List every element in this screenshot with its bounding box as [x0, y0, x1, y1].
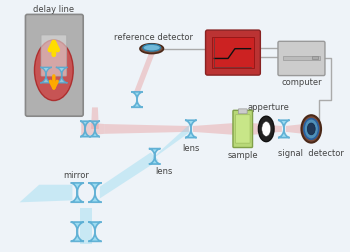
Text: lens: lens: [156, 167, 173, 175]
Polygon shape: [100, 153, 159, 199]
Polygon shape: [81, 122, 105, 136]
Ellipse shape: [301, 116, 321, 143]
FancyBboxPatch shape: [233, 111, 253, 148]
Ellipse shape: [140, 45, 163, 54]
Polygon shape: [134, 54, 155, 92]
Polygon shape: [90, 122, 100, 137]
Text: sample: sample: [228, 151, 258, 160]
Ellipse shape: [258, 117, 274, 142]
Polygon shape: [193, 123, 234, 135]
Ellipse shape: [307, 123, 315, 135]
Polygon shape: [91, 108, 99, 130]
Polygon shape: [71, 183, 84, 202]
Polygon shape: [88, 183, 102, 202]
Polygon shape: [149, 149, 160, 165]
Polygon shape: [278, 121, 290, 138]
Polygon shape: [56, 68, 68, 83]
Text: lens: lens: [182, 143, 199, 152]
FancyBboxPatch shape: [212, 38, 253, 69]
Polygon shape: [286, 124, 303, 134]
FancyBboxPatch shape: [278, 42, 325, 76]
Ellipse shape: [262, 122, 271, 137]
Polygon shape: [80, 122, 90, 137]
Text: computer: computer: [281, 78, 322, 87]
Polygon shape: [71, 222, 84, 241]
Ellipse shape: [34, 41, 73, 101]
Polygon shape: [268, 125, 282, 133]
FancyBboxPatch shape: [205, 31, 260, 76]
FancyBboxPatch shape: [26, 15, 83, 117]
Text: reference detector: reference detector: [114, 33, 193, 42]
Text: signal  detector: signal detector: [278, 148, 344, 157]
Polygon shape: [80, 208, 92, 244]
Polygon shape: [151, 125, 189, 161]
Polygon shape: [40, 68, 52, 83]
Text: apperture: apperture: [247, 103, 289, 112]
Text: mirror: mirror: [63, 170, 89, 179]
Polygon shape: [105, 124, 189, 134]
FancyBboxPatch shape: [236, 115, 250, 144]
FancyBboxPatch shape: [238, 109, 247, 114]
Polygon shape: [88, 222, 102, 241]
FancyBboxPatch shape: [41, 36, 66, 77]
Bar: [284, 56, 320, 61]
Polygon shape: [185, 121, 197, 138]
Polygon shape: [252, 123, 264, 135]
Polygon shape: [131, 92, 143, 108]
Ellipse shape: [304, 119, 318, 140]
Ellipse shape: [143, 45, 161, 52]
Text: delay line: delay line: [33, 5, 75, 14]
Polygon shape: [20, 185, 72, 203]
Bar: [312, 57, 317, 60]
